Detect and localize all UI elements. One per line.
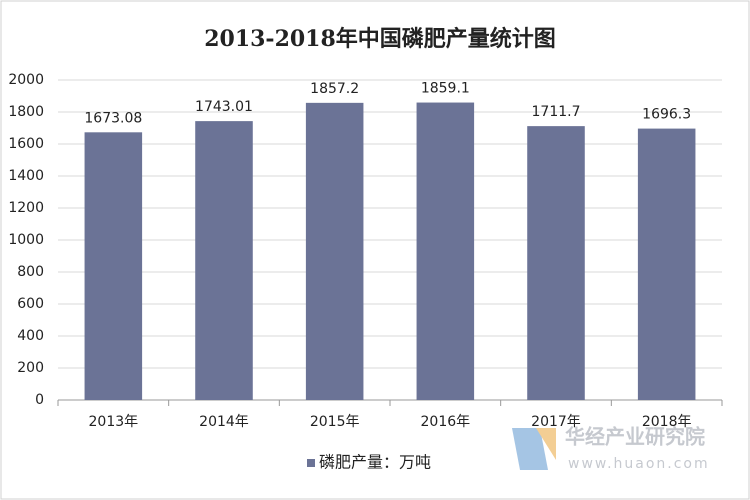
watermark: 华经产业研究院 www.huaon.com <box>512 425 710 472</box>
data-label: 1711.7 <box>532 104 581 120</box>
bar <box>637 128 696 401</box>
x-tick-label: 2014年 <box>199 414 249 430</box>
x-tick-label: 2018年 <box>642 414 692 430</box>
x-tick-label: 2016年 <box>421 414 471 430</box>
legend-label: 磷肥产量：万吨 <box>319 453 431 472</box>
y-tick-label: 1000 <box>8 232 44 248</box>
data-label: 1859.1 <box>421 81 470 97</box>
y-tick-label: 800 <box>17 264 44 280</box>
chart-title: 2013-2018年中国磷肥产量统计图 <box>204 26 556 52</box>
y-tick-label: 0 <box>35 392 44 408</box>
watermark-url: www.huaon.com <box>568 456 710 472</box>
data-label: 1857.2 <box>310 81 359 97</box>
x-tick-label: 2013年 <box>89 414 139 430</box>
y-tick-label: 1400 <box>8 168 44 184</box>
bar <box>84 132 143 401</box>
watermark-logo <box>536 428 556 460</box>
bar <box>195 121 253 400</box>
bar <box>527 126 585 401</box>
x-tick-label: 2017年 <box>531 414 581 430</box>
legend-swatch <box>307 459 315 467</box>
bar <box>416 102 475 400</box>
data-label: 1696.3 <box>642 107 691 123</box>
watermark-name: 华经产业研究院 <box>565 425 705 449</box>
y-tick-label: 1200 <box>8 200 44 216</box>
data-label: 1743.01 <box>195 99 253 115</box>
y-tick-label: 600 <box>17 296 44 312</box>
y-tick-label: 200 <box>17 360 44 376</box>
bar <box>305 102 364 401</box>
y-tick-label: 1800 <box>8 104 44 120</box>
data-label: 1673.08 <box>84 110 142 126</box>
watermark-logo <box>512 428 548 470</box>
x-tick-label: 2015年 <box>310 414 360 430</box>
y-tick-label: 2000 <box>8 72 44 88</box>
y-tick-label: 400 <box>17 328 44 344</box>
y-tick-label: 1600 <box>8 136 44 152</box>
